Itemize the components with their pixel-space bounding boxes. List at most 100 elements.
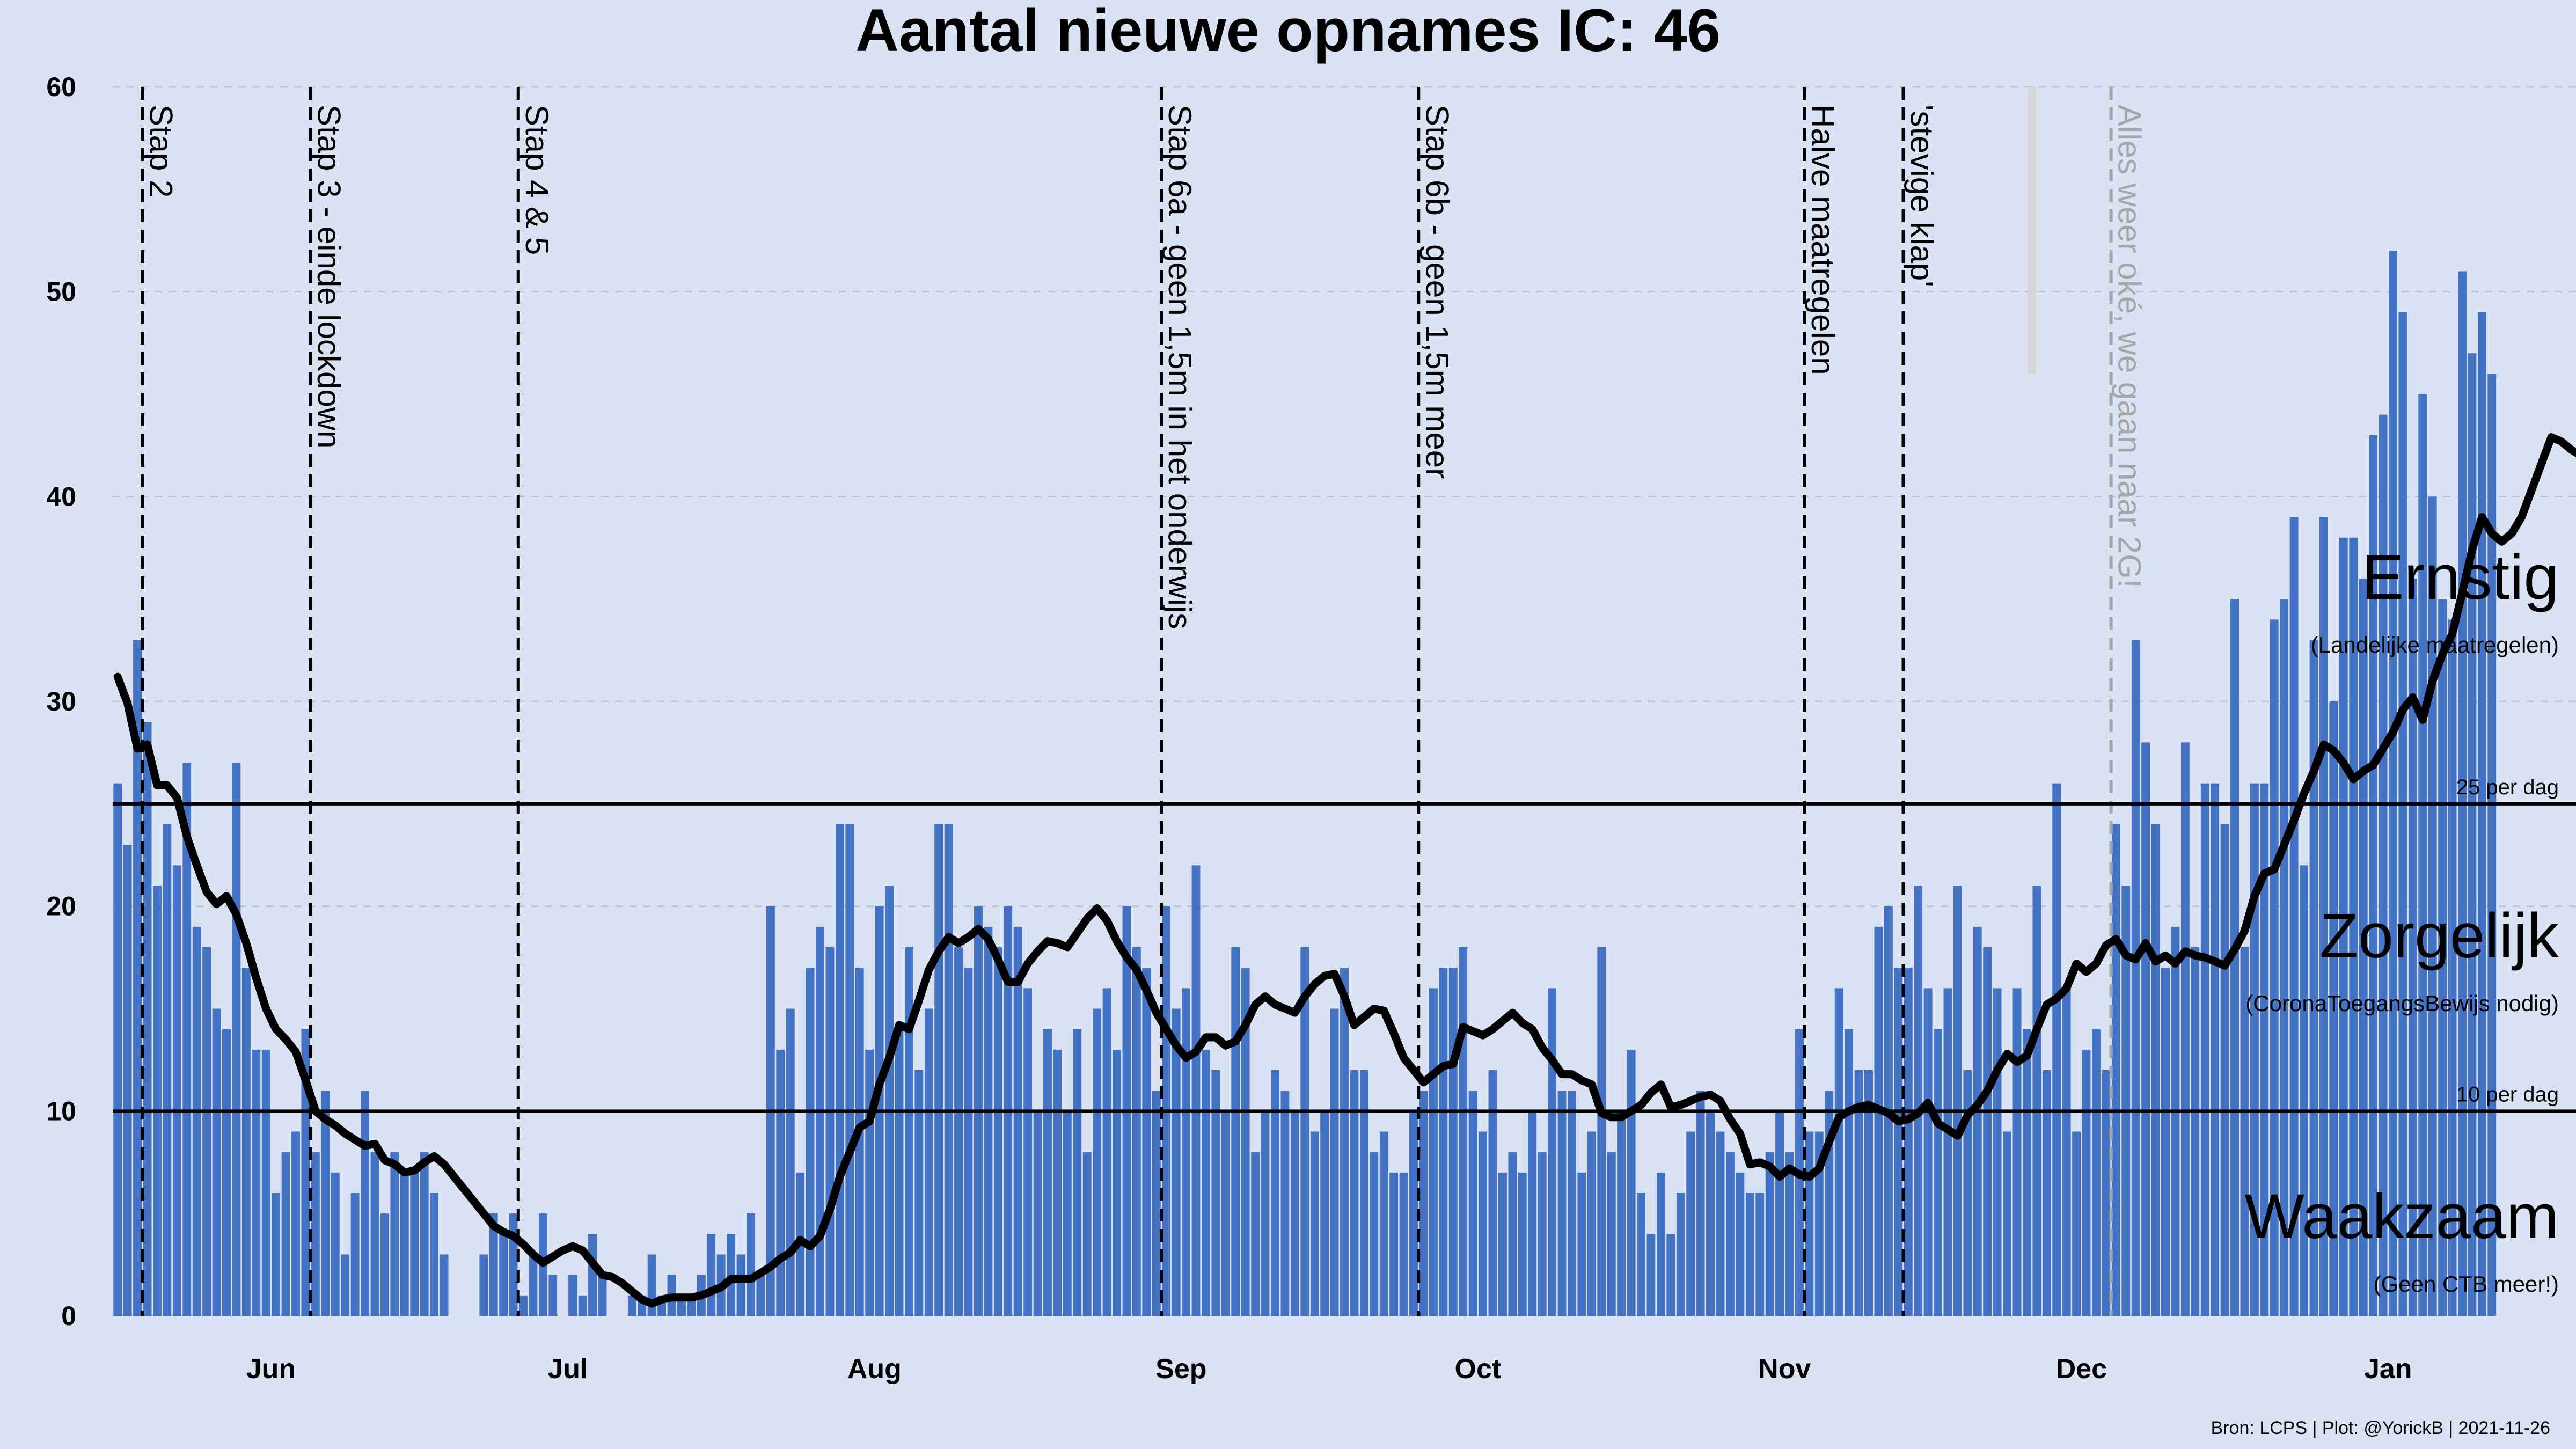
bar <box>232 763 241 1316</box>
bar <box>578 1295 587 1316</box>
bar <box>1251 1152 1260 1316</box>
bar <box>1102 988 1111 1316</box>
y-tick-label: 40 <box>46 481 76 511</box>
bar <box>1350 1070 1359 1316</box>
event-label: Alles weer oké, we gaan naar 2G! <box>2112 105 2148 588</box>
zone-title: Ernstig <box>2362 542 2559 613</box>
bar <box>816 926 824 1316</box>
source-caption: Bron: LCPS | Plot: @YorickB | 2021-11-26 <box>2211 1418 2550 1438</box>
bar <box>2211 783 2220 1316</box>
bar <box>1894 968 1903 1316</box>
bar <box>2102 1070 2111 1316</box>
bar <box>440 1254 449 1316</box>
bar <box>1142 968 1151 1316</box>
bar <box>588 1234 597 1316</box>
bar <box>2072 1131 2081 1316</box>
x-tick-label: Jul <box>547 1353 588 1385</box>
bar <box>1113 1049 1121 1316</box>
bar <box>2121 885 2131 1316</box>
bar <box>2151 824 2160 1316</box>
x-tick-label: Dec <box>2056 1353 2107 1385</box>
bar <box>1528 1111 1537 1316</box>
bar <box>519 1295 528 1316</box>
bar <box>1785 1152 1794 1316</box>
bar <box>1290 1111 1299 1316</box>
bar <box>281 1152 290 1316</box>
bar <box>2468 353 2477 1316</box>
bar <box>2408 579 2417 1316</box>
bar <box>350 1193 360 1316</box>
bar <box>1993 988 2002 1316</box>
bar <box>2171 926 2180 1316</box>
bar <box>133 640 142 1316</box>
bar <box>1716 1131 1725 1316</box>
y-tick-label: 50 <box>46 277 76 307</box>
bar <box>1834 988 1843 1316</box>
bar <box>2458 271 2467 1316</box>
x-tick-label: Nov <box>1758 1353 1811 1385</box>
bar <box>1637 1193 1645 1316</box>
bar <box>380 1213 389 1316</box>
bar <box>1943 988 1952 1316</box>
bar <box>1923 988 1933 1316</box>
bar <box>2260 783 2269 1316</box>
y-tick-label: 0 <box>61 1301 76 1331</box>
bar <box>1370 1152 1379 1316</box>
bar <box>1152 1091 1161 1316</box>
bar <box>776 1049 785 1316</box>
bar <box>1231 947 1240 1316</box>
chart-title: Aantal nieuwe opnames IC: 46 <box>855 0 1721 64</box>
moving-average-line <box>113 433 2576 1308</box>
bar <box>736 1254 745 1316</box>
bar <box>1202 1049 1210 1316</box>
bar <box>944 824 953 1316</box>
bar <box>400 1172 409 1316</box>
bar <box>1765 1152 1774 1316</box>
bar <box>321 1091 330 1316</box>
bar <box>1508 1152 1517 1316</box>
bar <box>2131 640 2140 1316</box>
bar <box>113 783 122 1316</box>
bar <box>1597 947 1606 1316</box>
bar <box>2062 988 2071 1316</box>
bar <box>1755 1193 1765 1316</box>
bar <box>1676 1193 1685 1316</box>
bar <box>825 947 835 1316</box>
bar <box>212 1008 221 1316</box>
bar <box>1359 1070 1368 1316</box>
bar <box>1854 1070 1863 1316</box>
bar <box>1429 988 1438 1316</box>
bar <box>806 968 815 1316</box>
bar <box>479 1254 488 1316</box>
bar <box>529 1254 538 1316</box>
bar <box>489 1213 498 1316</box>
bar <box>548 1275 558 1316</box>
bar <box>1548 988 1557 1316</box>
bar <box>1271 1070 1279 1316</box>
bar <box>1587 1131 1596 1316</box>
bar <box>2477 312 2486 1316</box>
bar <box>865 1049 874 1316</box>
bar <box>1904 968 1913 1316</box>
event-label: Halve maatregelen <box>1805 105 1841 375</box>
bar <box>1498 1172 1507 1316</box>
bar <box>202 947 211 1316</box>
bar <box>1468 1091 1477 1316</box>
bar <box>2191 947 2200 1316</box>
event-label: Stap 6a - geen 1,5m in het onderwijs <box>1162 105 1198 629</box>
bar <box>1191 865 1201 1316</box>
bar <box>1646 1234 1656 1316</box>
bar <box>2180 742 2190 1316</box>
bar <box>1696 1091 1705 1316</box>
bar <box>1459 947 1468 1316</box>
bar <box>311 1152 320 1316</box>
bar <box>1419 1091 1428 1316</box>
zone-title: Waakzaam <box>2244 1181 2559 1252</box>
zone-subtitle: (CoronaToegangsBewijs nodig) <box>2245 991 2559 1016</box>
event-label: 'stevige klap' <box>1904 105 1940 287</box>
bar <box>291 1131 300 1316</box>
bar <box>1280 1091 1290 1316</box>
zone-title: Zorgelijk <box>2319 901 2559 971</box>
bar <box>301 1029 310 1316</box>
